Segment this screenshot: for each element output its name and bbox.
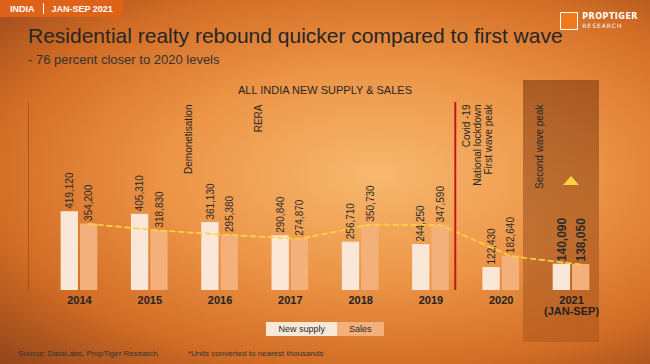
svg-text:244,250: 244,250 — [415, 205, 426, 242]
svg-text:Covid -19: Covid -19 — [461, 104, 472, 147]
svg-text:2015: 2015 — [138, 294, 162, 306]
svg-text:347,590: 347,590 — [435, 186, 446, 223]
svg-text:318,830: 318,830 — [154, 191, 165, 228]
html-text:RESEARCH: RESEARCH — [582, 22, 623, 29]
svg-text:140,090: 140,090 — [555, 217, 569, 261]
svg-text:138,050: 138,050 — [574, 218, 588, 262]
svg-text:419,120: 419,120 — [64, 172, 75, 209]
svg-text:Second wave peak: Second wave peak — [534, 104, 545, 190]
html-text:INDIA: INDIA — [10, 3, 35, 14]
svg-text:274,870: 274,870 — [294, 199, 305, 236]
svg-text:2021(JAN-SEP): 2021(JAN-SEP) — [544, 294, 599, 317]
svg-text:National lockdown: National lockdown — [472, 105, 483, 186]
svg-text:182,640: 182,640 — [505, 217, 516, 254]
html-text:New supply: New supply — [278, 324, 325, 334]
svg-text:122,430: 122,430 — [486, 228, 497, 265]
svg-text:First wave peak: First wave peak — [483, 104, 494, 175]
html-text:Residential realty rebound qui: Residential realty rebound quicker compa… — [28, 24, 563, 47]
html-text:- 76 percent closer to 2020 le: - 76 percent closer to 2020 levels — [28, 52, 220, 67]
svg-text:256,710: 256,710 — [345, 203, 356, 240]
svg-text:2018: 2018 — [348, 294, 372, 306]
svg-text:354,200: 354,200 — [83, 184, 94, 221]
svg-text:295,380: 295,380 — [224, 195, 235, 232]
html-text:ALL INDIA NEW SUPPLY & SALES: ALL INDIA NEW SUPPLY & SALES — [238, 84, 412, 96]
svg-text:RERA: RERA — [253, 104, 264, 132]
html-text:PROPTIGER: PROPTIGER — [582, 12, 638, 21]
svg-text:350,730: 350,730 — [365, 185, 376, 222]
svg-text:405,310: 405,310 — [134, 175, 145, 212]
svg-text:361,130: 361,130 — [205, 183, 216, 220]
svg-text:2017: 2017 — [278, 294, 302, 306]
svg-text:Demonetisation: Demonetisation — [183, 105, 194, 174]
html-text:Sales: Sales — [349, 324, 372, 334]
svg-text:2019: 2019 — [419, 294, 443, 306]
html-text:*Units converted to nearest th: *Units converted to nearest thousands — [187, 349, 324, 358]
svg-text:2020: 2020 — [489, 294, 513, 306]
svg-text:290,840: 290,840 — [275, 196, 286, 233]
svg-text:2016: 2016 — [208, 294, 232, 306]
html-text:Source: DataLabs, PropTiger Re: Source: DataLabs, PropTiger Research — [18, 349, 158, 358]
html-text:JAN-SEP 2021: JAN-SEP 2021 — [51, 3, 113, 14]
svg-text:2014: 2014 — [67, 294, 92, 306]
